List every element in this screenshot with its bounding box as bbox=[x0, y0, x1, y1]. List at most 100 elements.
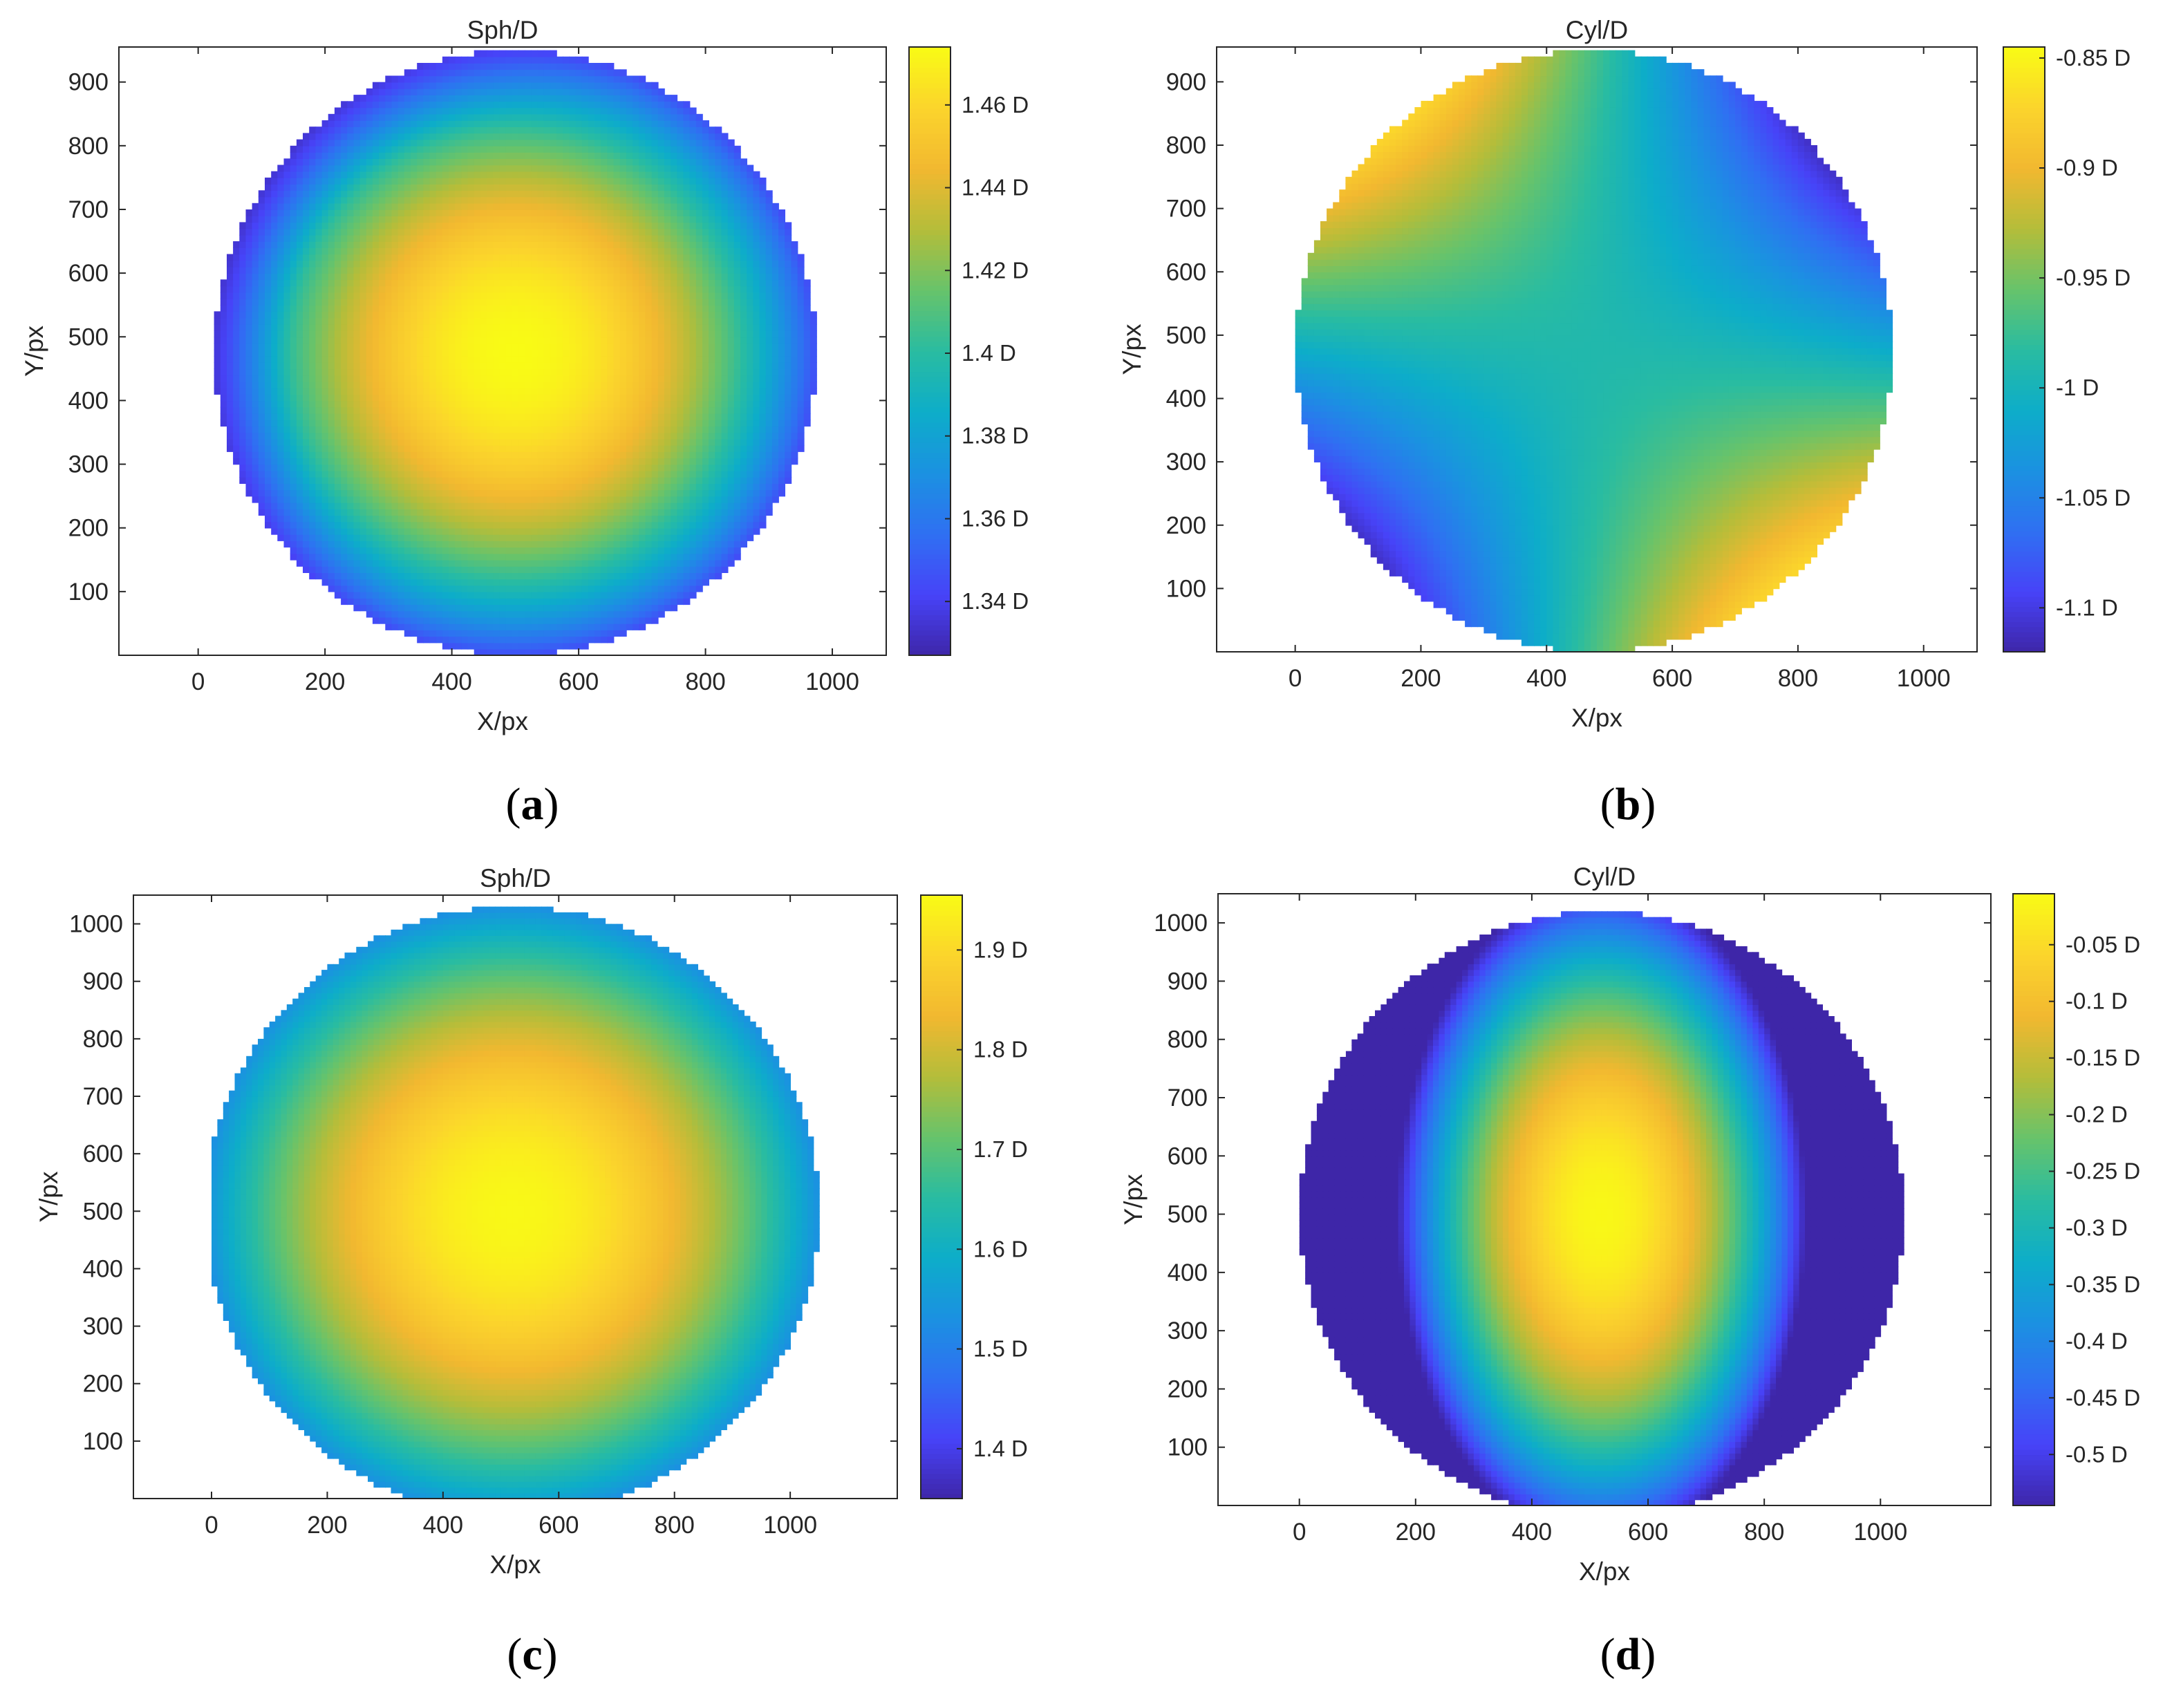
heatmap-cell bbox=[379, 604, 386, 611]
heatmap-cell bbox=[404, 585, 411, 592]
heatmap-cell bbox=[290, 554, 297, 561]
heatmap-cell bbox=[449, 630, 456, 637]
heatmap-cell bbox=[722, 566, 729, 573]
heatmap-cell bbox=[601, 579, 608, 585]
heatmap-cell bbox=[455, 566, 462, 573]
heatmap-cell bbox=[449, 579, 456, 585]
heatmap-cell bbox=[639, 579, 646, 585]
heatmap-cell bbox=[468, 604, 475, 611]
heatmap-cell bbox=[544, 528, 551, 535]
heatmap-cell bbox=[468, 572, 475, 579]
heatmap-cell bbox=[493, 585, 500, 592]
heatmap-cell bbox=[550, 541, 557, 547]
heatmap-cell bbox=[430, 547, 437, 554]
heatmap-cell bbox=[620, 541, 627, 547]
heatmap-cell bbox=[487, 560, 494, 567]
heatmap-cell bbox=[588, 611, 595, 618]
heatmap-cell bbox=[474, 572, 481, 579]
heatmap-cell bbox=[385, 579, 392, 585]
heatmap-cell bbox=[423, 560, 430, 567]
heatmap-cell bbox=[379, 547, 386, 554]
heatmap-cell bbox=[588, 636, 595, 643]
heatmap-cell bbox=[366, 572, 373, 579]
heatmap-cell bbox=[379, 585, 386, 592]
heatmap-cell bbox=[531, 534, 538, 541]
heatmap-cell bbox=[499, 630, 506, 637]
heatmap-cell bbox=[556, 585, 563, 592]
heatmap-cell bbox=[512, 534, 519, 541]
heatmap-cell bbox=[493, 611, 500, 618]
heatmap-cell bbox=[715, 566, 722, 573]
heatmap-cell bbox=[366, 560, 373, 567]
heatmap-cell bbox=[385, 617, 392, 624]
heatmap-cell bbox=[328, 572, 335, 579]
heatmap-cell bbox=[664, 579, 671, 585]
heatmap-cell bbox=[652, 617, 659, 624]
heatmap-cell bbox=[683, 534, 690, 541]
heatmap-cell bbox=[379, 611, 386, 618]
heatmap-cell bbox=[690, 566, 697, 573]
heatmap-cell bbox=[480, 528, 487, 535]
heatmap-cell bbox=[474, 554, 481, 561]
heatmap-cell bbox=[563, 623, 570, 630]
heatmap-cell bbox=[430, 572, 437, 579]
heatmap-cell bbox=[563, 566, 570, 573]
heatmap-cell bbox=[411, 534, 418, 541]
heatmap-cell bbox=[512, 560, 519, 567]
heatmap-cell bbox=[544, 554, 551, 561]
heatmap-cell bbox=[518, 636, 525, 643]
heatmap-cell bbox=[544, 585, 551, 592]
heatmap-cell bbox=[480, 623, 487, 630]
heatmap-cell bbox=[696, 560, 703, 567]
heatmap-cell bbox=[404, 541, 411, 547]
heatmap-cell bbox=[690, 572, 697, 579]
heatmap-cell bbox=[442, 611, 449, 618]
heatmap-cell bbox=[468, 623, 475, 630]
heatmap-cell bbox=[385, 592, 392, 599]
heatmap-cell bbox=[582, 617, 589, 624]
heatmap-cell bbox=[544, 566, 551, 573]
heatmap-cell bbox=[538, 547, 545, 554]
heatmap-cell bbox=[639, 547, 646, 554]
heatmap-cell bbox=[563, 547, 570, 554]
heatmap-cell bbox=[601, 636, 608, 643]
heatmap-cell bbox=[423, 572, 430, 579]
heatmap-cell bbox=[538, 572, 545, 579]
heatmap-cell bbox=[366, 541, 373, 547]
heatmap-cell bbox=[525, 560, 532, 567]
heatmap-cell bbox=[417, 636, 424, 643]
heatmap-cell bbox=[607, 604, 614, 611]
heatmap-cell bbox=[728, 534, 735, 541]
heatmap-cell bbox=[468, 547, 475, 554]
heatmap-cell bbox=[576, 541, 583, 547]
heatmap-cell bbox=[525, 611, 532, 618]
heatmap-cell bbox=[614, 554, 621, 561]
heatmap-cell bbox=[639, 585, 646, 592]
heatmap-cell bbox=[658, 598, 665, 605]
heatmap-cell bbox=[398, 547, 405, 554]
heatmap-cell bbox=[379, 528, 386, 535]
heatmap-cell bbox=[468, 636, 475, 643]
heatmap-cell bbox=[493, 636, 500, 643]
heatmap-cell bbox=[480, 604, 487, 611]
heatmap-cell bbox=[487, 528, 494, 535]
heatmap-cell bbox=[658, 579, 665, 585]
heatmap-cell bbox=[626, 579, 633, 585]
heatmap-cell bbox=[512, 585, 519, 592]
heatmap-cell bbox=[753, 528, 760, 535]
heatmap-cell bbox=[360, 554, 367, 561]
heatmap-cell bbox=[493, 592, 500, 599]
heatmap-cell bbox=[480, 598, 487, 605]
heatmap-cell bbox=[499, 643, 506, 650]
heatmap-cell bbox=[696, 566, 703, 573]
heatmap-cell bbox=[449, 585, 456, 592]
heatmap-cell bbox=[366, 585, 373, 592]
heatmap-cell bbox=[569, 528, 576, 535]
heatmap-cell bbox=[652, 566, 659, 573]
heatmap-cell bbox=[373, 534, 380, 541]
heatmap-cell bbox=[430, 630, 437, 637]
heatmap-cell bbox=[506, 604, 513, 611]
heatmap-cell bbox=[297, 528, 303, 535]
heatmap-cell bbox=[518, 604, 525, 611]
heatmap-cell bbox=[696, 554, 703, 561]
